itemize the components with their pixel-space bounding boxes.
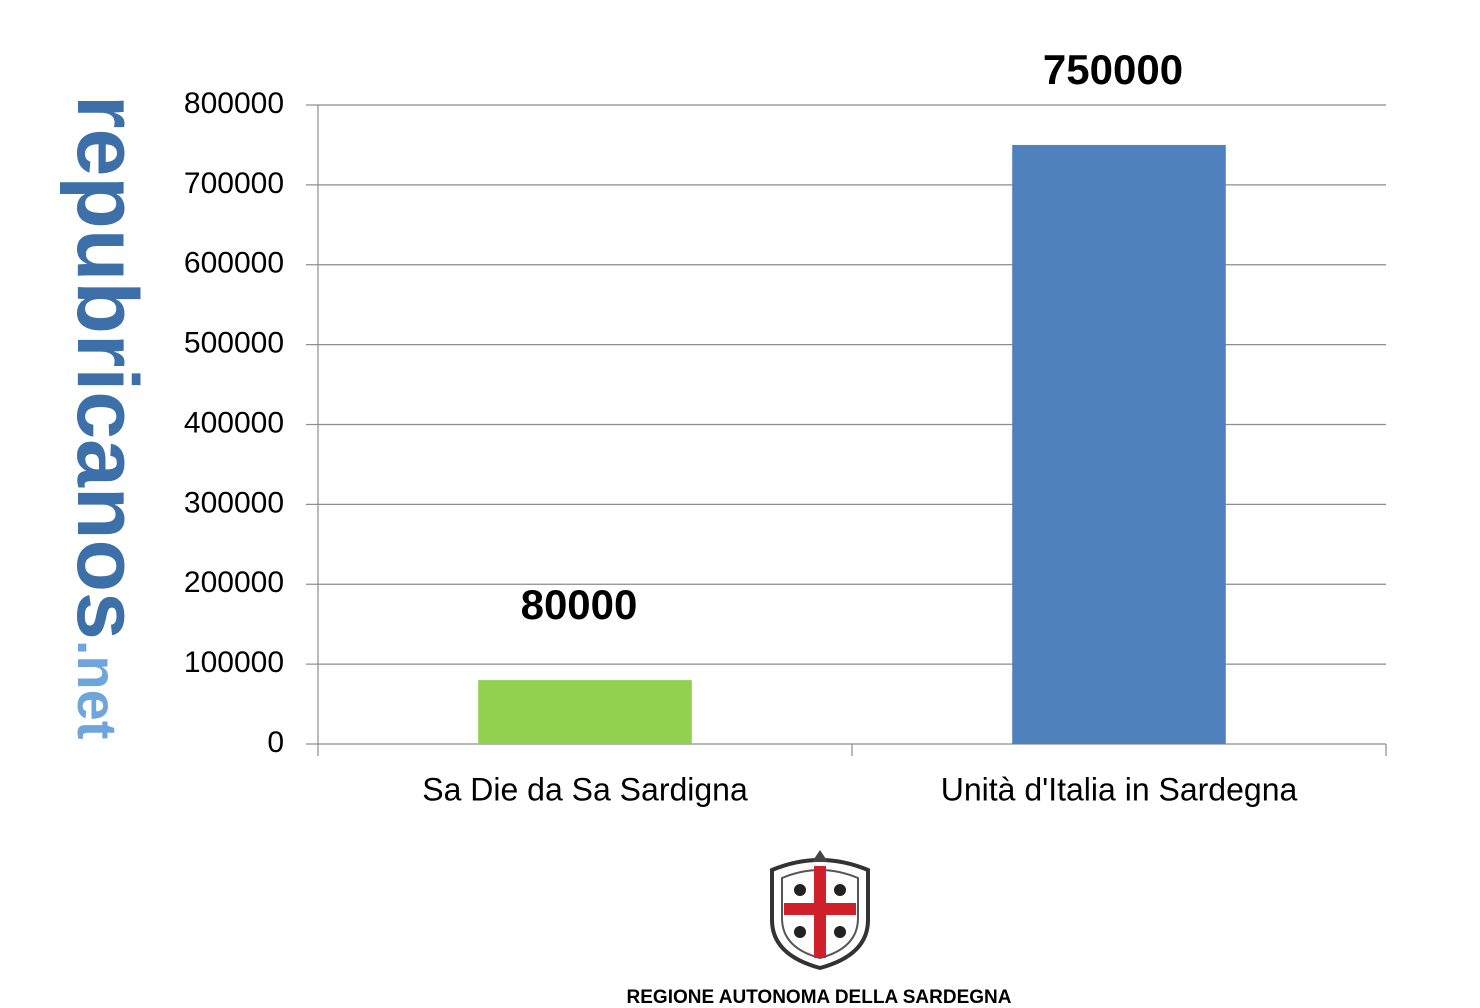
y-tick-label: 100000	[184, 646, 284, 679]
bar	[1012, 144, 1226, 744]
x-tick-label: Sa Die da Sa Sardigna	[422, 771, 748, 807]
y-tick-label: 400000	[184, 406, 284, 439]
watermark-domain: .net	[66, 640, 129, 740]
bar	[478, 680, 692, 744]
value-label: 80000	[521, 581, 638, 628]
x-tick-label: Unità d'Italia in Sardegna	[941, 771, 1298, 807]
y-tick-label: 0	[267, 726, 284, 759]
y-tick-label: 700000	[184, 167, 284, 200]
value-label: 750000	[1043, 46, 1183, 93]
y-tick-label: 200000	[184, 566, 284, 599]
watermark: repubricanos.net	[59, 95, 155, 739]
footer: REGIONE AUTONOMA DELLA SARDEGNA	[627, 987, 1012, 1008]
y-tick-label: 600000	[184, 247, 284, 280]
y-tick-label: 800000	[184, 87, 284, 120]
y-tick-label: 300000	[184, 486, 284, 519]
y-tick-label: 500000	[184, 327, 284, 360]
watermark-name: repubricanos	[59, 95, 155, 640]
coat-of-arms	[770, 850, 870, 971]
